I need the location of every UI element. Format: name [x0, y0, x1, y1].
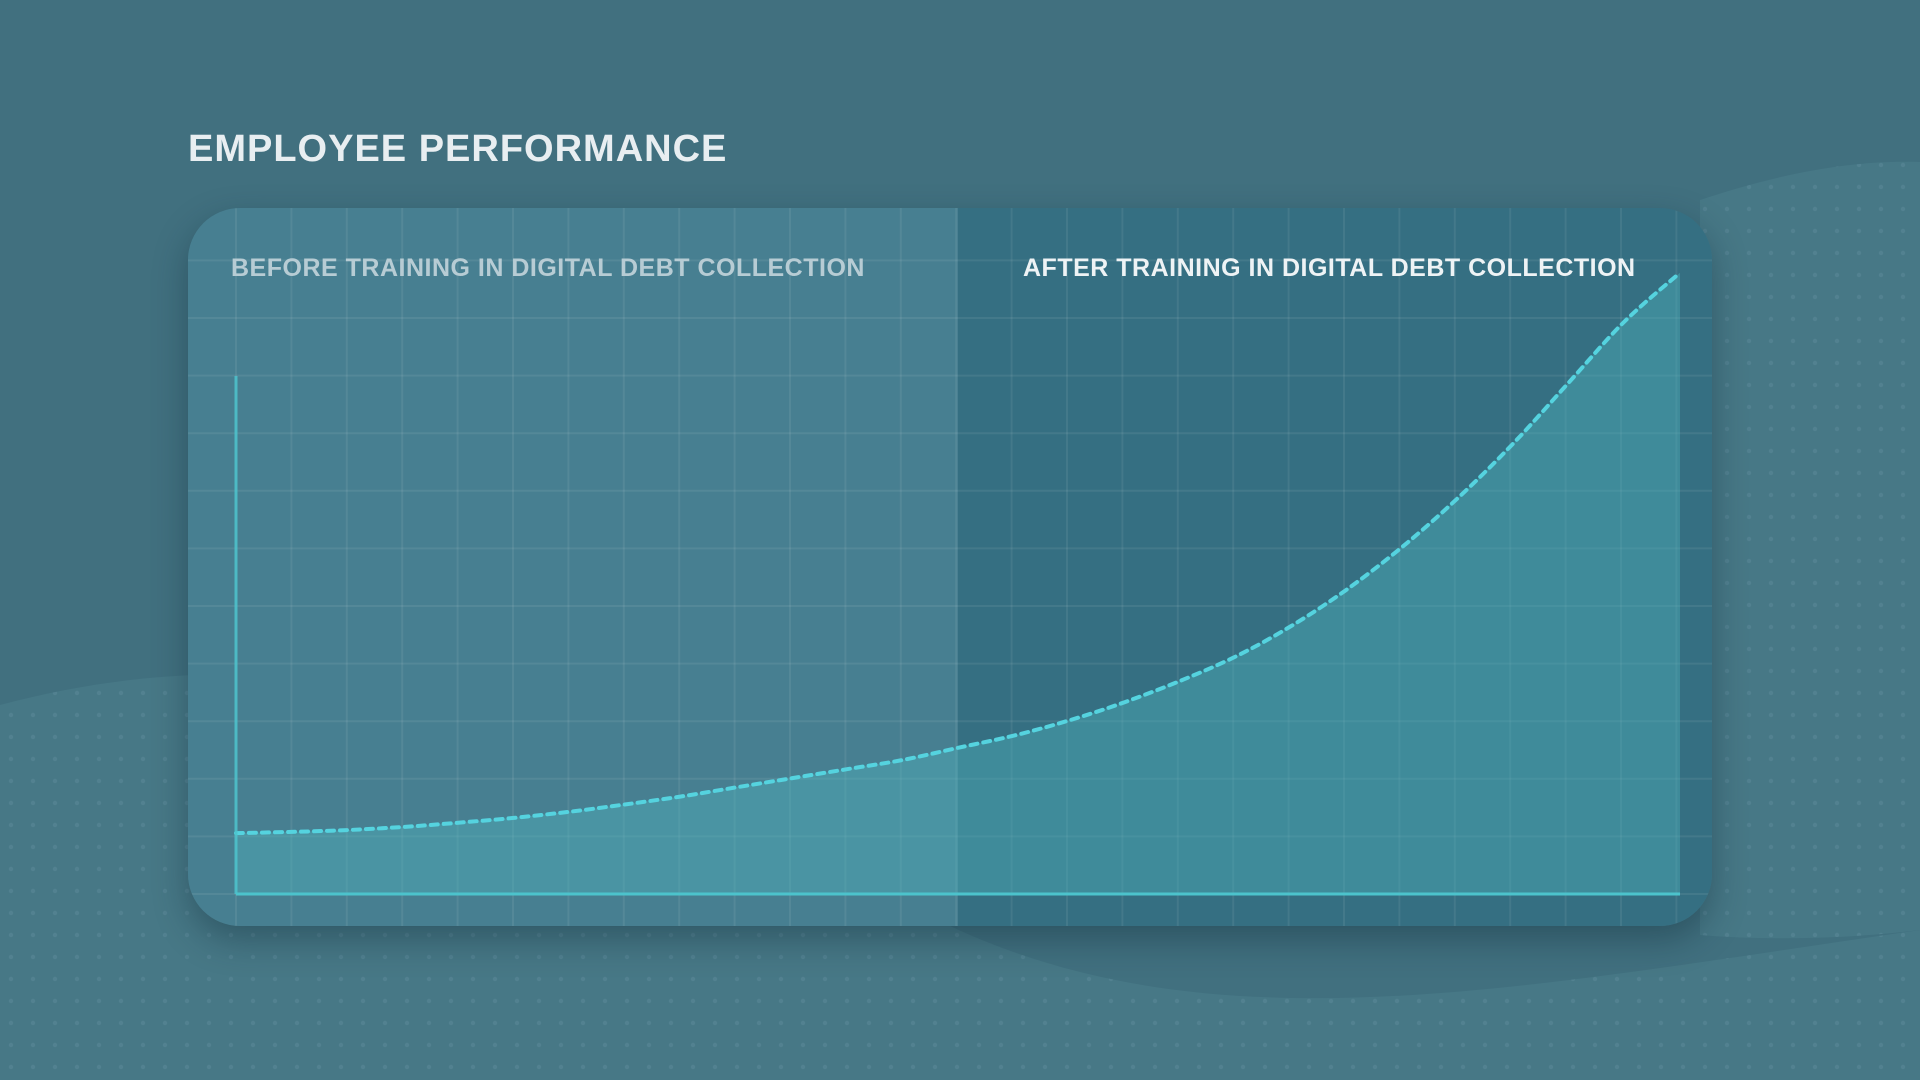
- after-section-label: AFTER TRAINING IN DIGITAL DEBT COLLECTIO…: [1023, 254, 1636, 282]
- before-section-label: BEFORE TRAINING IN DIGITAL DEBT COLLECTI…: [231, 254, 865, 282]
- after-panel: [958, 208, 1712, 926]
- page-title: EMPLOYEE PERFORMANCE: [188, 128, 728, 170]
- performance-area: [236, 272, 1680, 894]
- performance-curve: [234, 270, 1682, 836]
- chart-card: BEFORE TRAINING IN DIGITAL DEBT COLLECTI…: [188, 208, 1712, 926]
- performance-chart: [188, 208, 1712, 926]
- before-panel: [188, 208, 958, 926]
